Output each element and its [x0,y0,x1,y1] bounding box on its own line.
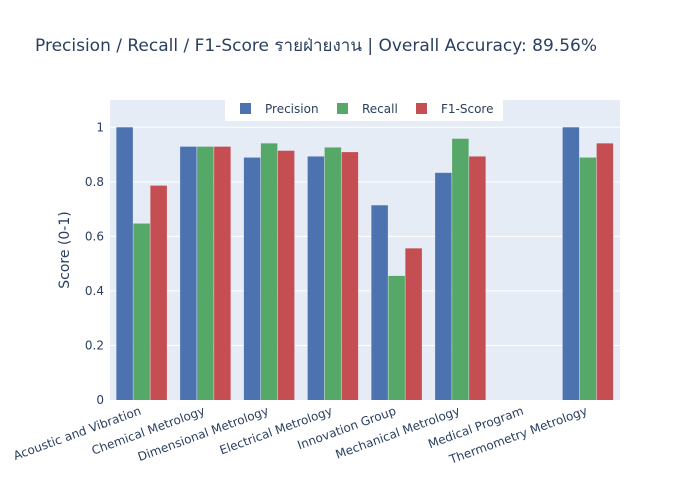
chart-title: Precision / Recall / F1-Score รายฝ่ายงาน… [35,36,597,56]
bar-precision-5 [435,172,452,400]
bar-precision-7 [562,127,580,400]
y-tick-label: 0.8 [85,175,104,189]
y-tick-label: 0 [96,393,104,407]
y-tick-label: 1 [96,120,104,134]
bar-precision-2 [243,157,261,400]
legend-swatch [416,103,427,114]
legend-label: F1-Score [441,102,493,116]
bar-recall-4 [388,275,405,400]
legend-label: Precision [265,102,319,116]
bar-recall-0 [133,223,150,400]
bar-recall-3 [324,147,342,400]
y-axis-label: Score (0-1) [57,211,73,288]
legend-swatch [337,103,348,114]
bar-recall-5 [452,138,469,400]
legend-background [225,97,503,121]
bar-f1-score-2 [277,150,295,400]
bar-f1-score-4 [405,248,422,400]
bars [116,127,614,400]
bar-recall-1 [197,146,214,400]
bar-precision-1 [180,146,197,400]
bar-recall-7 [579,157,597,400]
bar-f1-score-3 [341,152,359,400]
bar-precision-3 [307,156,325,400]
legend-swatch [240,103,251,114]
bar-f1-score-5 [469,156,486,400]
legend-label: Recall [362,102,398,116]
bar-precision-0 [116,127,133,400]
y-tick-label: 0.2 [85,338,104,352]
y-tick-labels: 0 0.2 0.4 0.6 0.8 1 [85,120,104,407]
bar-f1-score-7 [596,143,614,400]
bar-f1-score-0 [150,185,167,400]
bar-precision-4 [371,205,388,400]
bar-f1-score-1 [214,146,231,400]
y-tick-label: 0.6 [85,229,104,243]
y-tick-label: 0.4 [85,284,104,298]
bar-recall-2 [260,143,278,400]
legend: Precision Recall F1-Score [240,102,493,116]
